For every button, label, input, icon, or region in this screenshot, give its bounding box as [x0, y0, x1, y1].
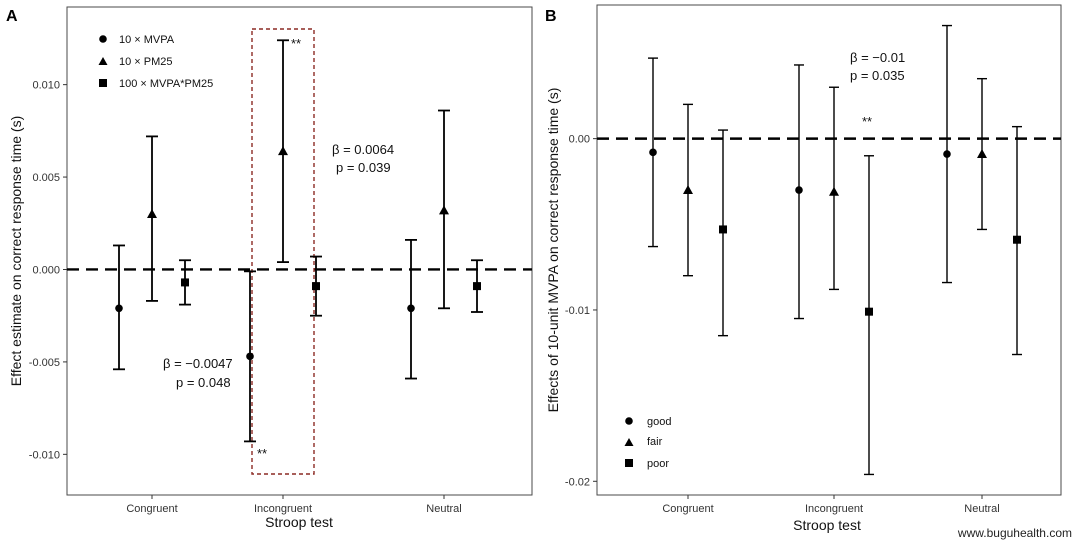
y-tick-label: 0.010: [32, 80, 60, 92]
error-bar-circle: [794, 64, 804, 320]
panel-b-data-marks: [648, 24, 1022, 476]
point-estimate-triangle: [829, 186, 839, 196]
point-estimate-circle: [246, 352, 254, 361]
panel-b-label: B: [545, 8, 557, 25]
error-bar-triangle: [277, 39, 289, 263]
legend-triangle-marker: [98, 57, 108, 65]
legend-square-marker: [99, 79, 107, 87]
panel-a-y-axis: -0.010 -0.005 0.000 0.005 0.010: [29, 80, 67, 461]
legend-label-pm25: 10 × PM25: [119, 56, 173, 68]
error-bar-square: [179, 259, 191, 306]
upper-significance-stars: **: [291, 36, 301, 51]
point-estimate-square: [312, 282, 320, 291]
panel-b-y-axis: -0.02 -0.01 0.00: [565, 134, 597, 488]
error-bar-circle: [405, 239, 417, 380]
point-estimate-circle: [943, 150, 951, 158]
x-tick-label: Congruent: [662, 503, 713, 515]
panel-a-x-axis-title: Stroop test: [265, 514, 333, 530]
panel-b-beta-annotation: β = −0.01: [850, 50, 905, 65]
point-estimate-circle: [795, 186, 803, 194]
point-estimate-circle: [115, 304, 123, 313]
panel-a-x-axis: Congruent Incongruent Neutral: [126, 495, 462, 515]
point-estimate-square: [719, 225, 727, 234]
legend-label-good: good: [647, 416, 671, 428]
point-estimate-triangle: [977, 149, 987, 159]
legend-circle-marker: [99, 35, 107, 43]
point-estimate-triangle: [439, 205, 449, 215]
panel-a-y-axis-title: Effect estimate on correct response time…: [8, 116, 24, 387]
legend-label-interaction: 100 × MVPA*PM25: [119, 78, 213, 90]
error-bar-square: [310, 255, 322, 317]
y-tick-label: -0.01: [565, 305, 590, 317]
point-estimate-square: [473, 282, 481, 291]
point-estimate-circle: [649, 148, 657, 157]
error-bar-square: [1012, 125, 1022, 356]
error-bar-circle: [113, 244, 125, 371]
legend-square-marker: [625, 459, 633, 467]
lower-p-annotation: p = 0.048: [176, 375, 231, 390]
legend-label-poor: poor: [647, 458, 669, 470]
x-tick-label: Congruent: [126, 503, 177, 515]
point-estimate-triangle: [683, 185, 693, 195]
y-tick-label: -0.010: [29, 449, 60, 461]
upper-beta-annotation: β = 0.0064: [332, 142, 394, 157]
panel-a-data-marks: [113, 39, 483, 443]
y-tick-label: 0.000: [32, 264, 60, 276]
panel-b: B -0.02 -0.01 0.00 Congruent Incongruent Neu…: [545, 4, 1062, 533]
y-tick-label: 0.00: [569, 134, 590, 146]
panel-b-x-axis-title: Stroop test: [793, 517, 861, 533]
point-estimate-circle: [407, 304, 415, 313]
panel-a-legend: 10 × MVPA 10 × PM25 100 × MVPA*PM25: [98, 34, 213, 90]
point-estimate-triangle: [147, 209, 157, 219]
point-estimate-square: [865, 307, 873, 316]
panel-a-label: A: [6, 8, 18, 25]
lower-beta-annotation: β = −0.0047: [163, 356, 233, 371]
point-estimate-triangle: [278, 146, 288, 156]
point-estimate-square: [181, 278, 189, 287]
panel-b-p-annotation: p = 0.035: [850, 68, 905, 83]
x-tick-label: Neutral: [426, 503, 461, 515]
legend-label-fair: fair: [647, 436, 663, 448]
error-bar-triangle: [146, 135, 158, 302]
panel-a: A -0.010 -0.005 0.000 0.005 0.010 Congruent I…: [6, 6, 533, 530]
y-tick-label: 0.005: [32, 172, 60, 184]
error-bar-triangle: [683, 103, 693, 277]
error-bar-triangle: [438, 109, 450, 310]
incongruent-highlight-box: [251, 28, 315, 475]
panel-b-frame: [596, 4, 1062, 496]
panel-b-significance-stars: **: [862, 114, 872, 129]
upper-p-annotation: p = 0.039: [336, 160, 391, 175]
panel-b-x-axis: Congruent Incongruent Neutral: [662, 495, 1000, 515]
y-tick-label: -0.005: [29, 357, 60, 369]
error-bar-square: [471, 259, 483, 313]
legend-circle-marker: [625, 417, 633, 425]
y-tick-label: -0.02: [565, 476, 590, 488]
error-bar-circle: [244, 270, 256, 443]
point-estimate-square: [1013, 235, 1021, 244]
error-bar-square: [718, 129, 728, 337]
x-tick-label: Incongruent: [254, 503, 312, 515]
error-bar-triangle: [829, 86, 839, 291]
panel-b-y-axis-title: Effects of 10-unit MVPA on correct respo…: [545, 88, 561, 413]
error-bar-circle: [648, 57, 658, 248]
error-bar-triangle: [977, 77, 987, 231]
error-bar-circle: [942, 24, 952, 284]
panel-b-legend: good fair poor: [624, 416, 671, 470]
legend-label-mvpa: 10 × MVPA: [119, 34, 175, 46]
x-tick-label: Incongruent: [805, 503, 863, 515]
legend-triangle-marker: [624, 438, 634, 446]
panel-a-frame: [66, 6, 533, 496]
error-bar-square: [864, 155, 874, 476]
watermark: www.buguhealth.com: [957, 526, 1072, 540]
lower-significance-stars: **: [257, 446, 267, 461]
x-tick-label: Neutral: [964, 503, 999, 515]
